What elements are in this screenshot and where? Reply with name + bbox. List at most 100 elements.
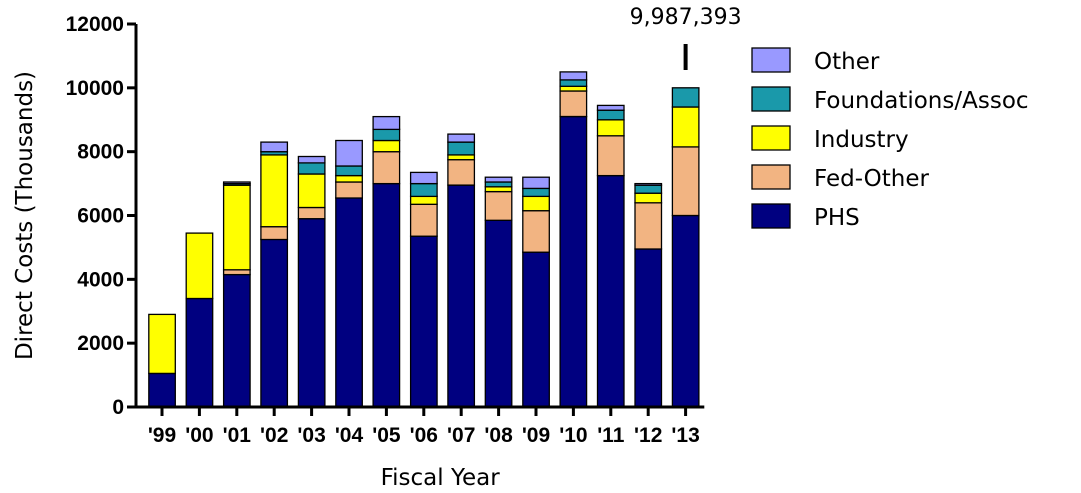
bar-segment-other <box>409 171 438 185</box>
legend-label: Fed-Other <box>814 166 930 192</box>
bar-segment-fed-other <box>222 269 251 276</box>
y-tick-label: 8000 <box>77 141 124 164</box>
bar-segment-phs <box>671 214 700 408</box>
legend-label: Industry <box>814 127 909 153</box>
bar-segment-other <box>335 139 363 167</box>
bar-segment-foundations-assoc <box>297 162 326 175</box>
x-tick-label: '13 <box>671 424 699 447</box>
bar-segment-phs <box>484 219 513 408</box>
bar-segment-industry <box>185 232 214 300</box>
bar-segment-foundations-assoc <box>409 182 438 198</box>
bar-segment-fed-other <box>297 206 326 220</box>
x-tick-label: '06 <box>410 424 438 447</box>
x-tick-label: '01 <box>223 424 252 447</box>
legend-swatch <box>751 164 791 190</box>
bar-segment-industry <box>671 106 700 148</box>
bar-segment-foundations-assoc <box>447 141 476 156</box>
y-tick-label: 2000 <box>77 332 124 355</box>
bar-segment-fed-other <box>671 146 700 217</box>
x-tick-label: '03 <box>297 424 325 447</box>
bar-segment-phs <box>297 218 326 408</box>
bar-segment-other <box>372 115 401 131</box>
legend: Other Foundations/Assoc Industry Fed-Other P… <box>751 47 1029 231</box>
bar-segment-fed-other <box>372 151 401 185</box>
legend-label: PHS <box>814 205 860 231</box>
bar-segment-foundations-assoc <box>634 184 663 194</box>
bar-segment-industry <box>522 195 550 212</box>
bar-segment-phs <box>409 235 438 408</box>
x-tick-label: '10 <box>559 424 587 447</box>
y-axis-title: Direct Costs (Thousands) <box>12 71 38 360</box>
bar-segment-industry <box>447 154 476 161</box>
bar-segment-foundations-assoc <box>372 128 401 142</box>
bar-segment-fed-other <box>559 90 588 118</box>
bar-segment-other <box>522 176 550 190</box>
bar-segment-industry <box>634 192 663 204</box>
bar-segment-phs <box>260 238 289 408</box>
bar-segment-fed-other <box>409 203 438 237</box>
bar-segment-other <box>447 133 476 143</box>
bar-segment-phs <box>372 182 401 408</box>
bar-segment-foundations-assoc <box>484 181 513 188</box>
y-tick-label: 12000 <box>66 13 124 36</box>
bar-segment-industry <box>409 195 438 205</box>
bar-segment-other <box>634 182 663 186</box>
bar-segment-other <box>559 71 588 81</box>
bar-segment-industry <box>372 139 401 153</box>
bar-segment-other <box>596 104 625 111</box>
bar-segment-foundations-assoc <box>559 79 588 87</box>
y-tick-label: 4000 <box>77 268 124 291</box>
legend-label: Foundations/Assoc <box>814 88 1029 114</box>
bar-segment-industry <box>335 174 363 183</box>
x-axis-title: Fiscal Year <box>381 465 501 491</box>
bar-segment-fed-other <box>447 158 476 186</box>
bar-segment-industry <box>297 173 326 209</box>
x-tick-label: '11 <box>597 424 625 447</box>
x-tick-label: '09 <box>522 424 550 447</box>
legend-label: Other <box>814 49 880 75</box>
legend-swatch <box>751 125 791 151</box>
bar-segment-industry <box>260 154 289 228</box>
bar-segment-fed-other <box>335 181 363 199</box>
bar-segment-phs <box>447 184 476 408</box>
x-tick-label: '04 <box>335 424 364 447</box>
bar-segment-phs <box>222 273 251 408</box>
bar-segment-other <box>222 181 251 185</box>
bars-layer <box>148 71 700 408</box>
bar-segment-other <box>260 141 289 153</box>
x-tick-label: '05 <box>372 424 401 447</box>
bar-segment-fed-other <box>522 210 550 253</box>
axes-layer: 0 2000 4000 6000 8000 10000 12000 '99 '00 '01 '02 '… <box>66 13 705 447</box>
bar-segment-fed-other <box>634 202 663 250</box>
bar-segment-phs <box>596 174 625 408</box>
bar-segment-industry <box>222 184 251 271</box>
bar-segment-phs <box>185 297 214 408</box>
bar-segment-industry <box>484 186 513 193</box>
bar-segment-phs <box>559 115 588 408</box>
legend-swatch <box>751 86 791 112</box>
x-tick-label: '07 <box>447 424 475 447</box>
bar-segment-phs <box>148 372 176 408</box>
x-tick-label: '00 <box>185 424 213 447</box>
y-tick-label: 6000 <box>77 205 124 228</box>
legend-swatch <box>751 203 791 229</box>
bar-segment-phs <box>634 248 663 408</box>
x-tick-label: '02 <box>260 424 288 447</box>
x-tick-label: '99 <box>148 424 176 447</box>
bar-segment-other <box>484 176 513 183</box>
bar-segment-industry <box>148 313 176 375</box>
x-tick-label: '12 <box>634 424 662 447</box>
bar-segment-phs <box>522 251 550 408</box>
bar-segment-fed-other <box>484 190 513 221</box>
annotations: 9,987,393 <box>630 5 742 70</box>
y-tick-label: 0 <box>112 396 124 419</box>
bar-segment-industry <box>596 119 625 137</box>
y-tick-label: 10000 <box>66 77 124 100</box>
bar-segment-foundations-assoc <box>596 109 625 121</box>
x-tick-label: '08 <box>484 424 513 447</box>
bar-segment-foundations-assoc <box>522 187 550 198</box>
bar-segment-fed-other <box>260 226 289 241</box>
bar-segment-other <box>297 155 326 164</box>
bar-segment-fed-other <box>596 135 625 177</box>
